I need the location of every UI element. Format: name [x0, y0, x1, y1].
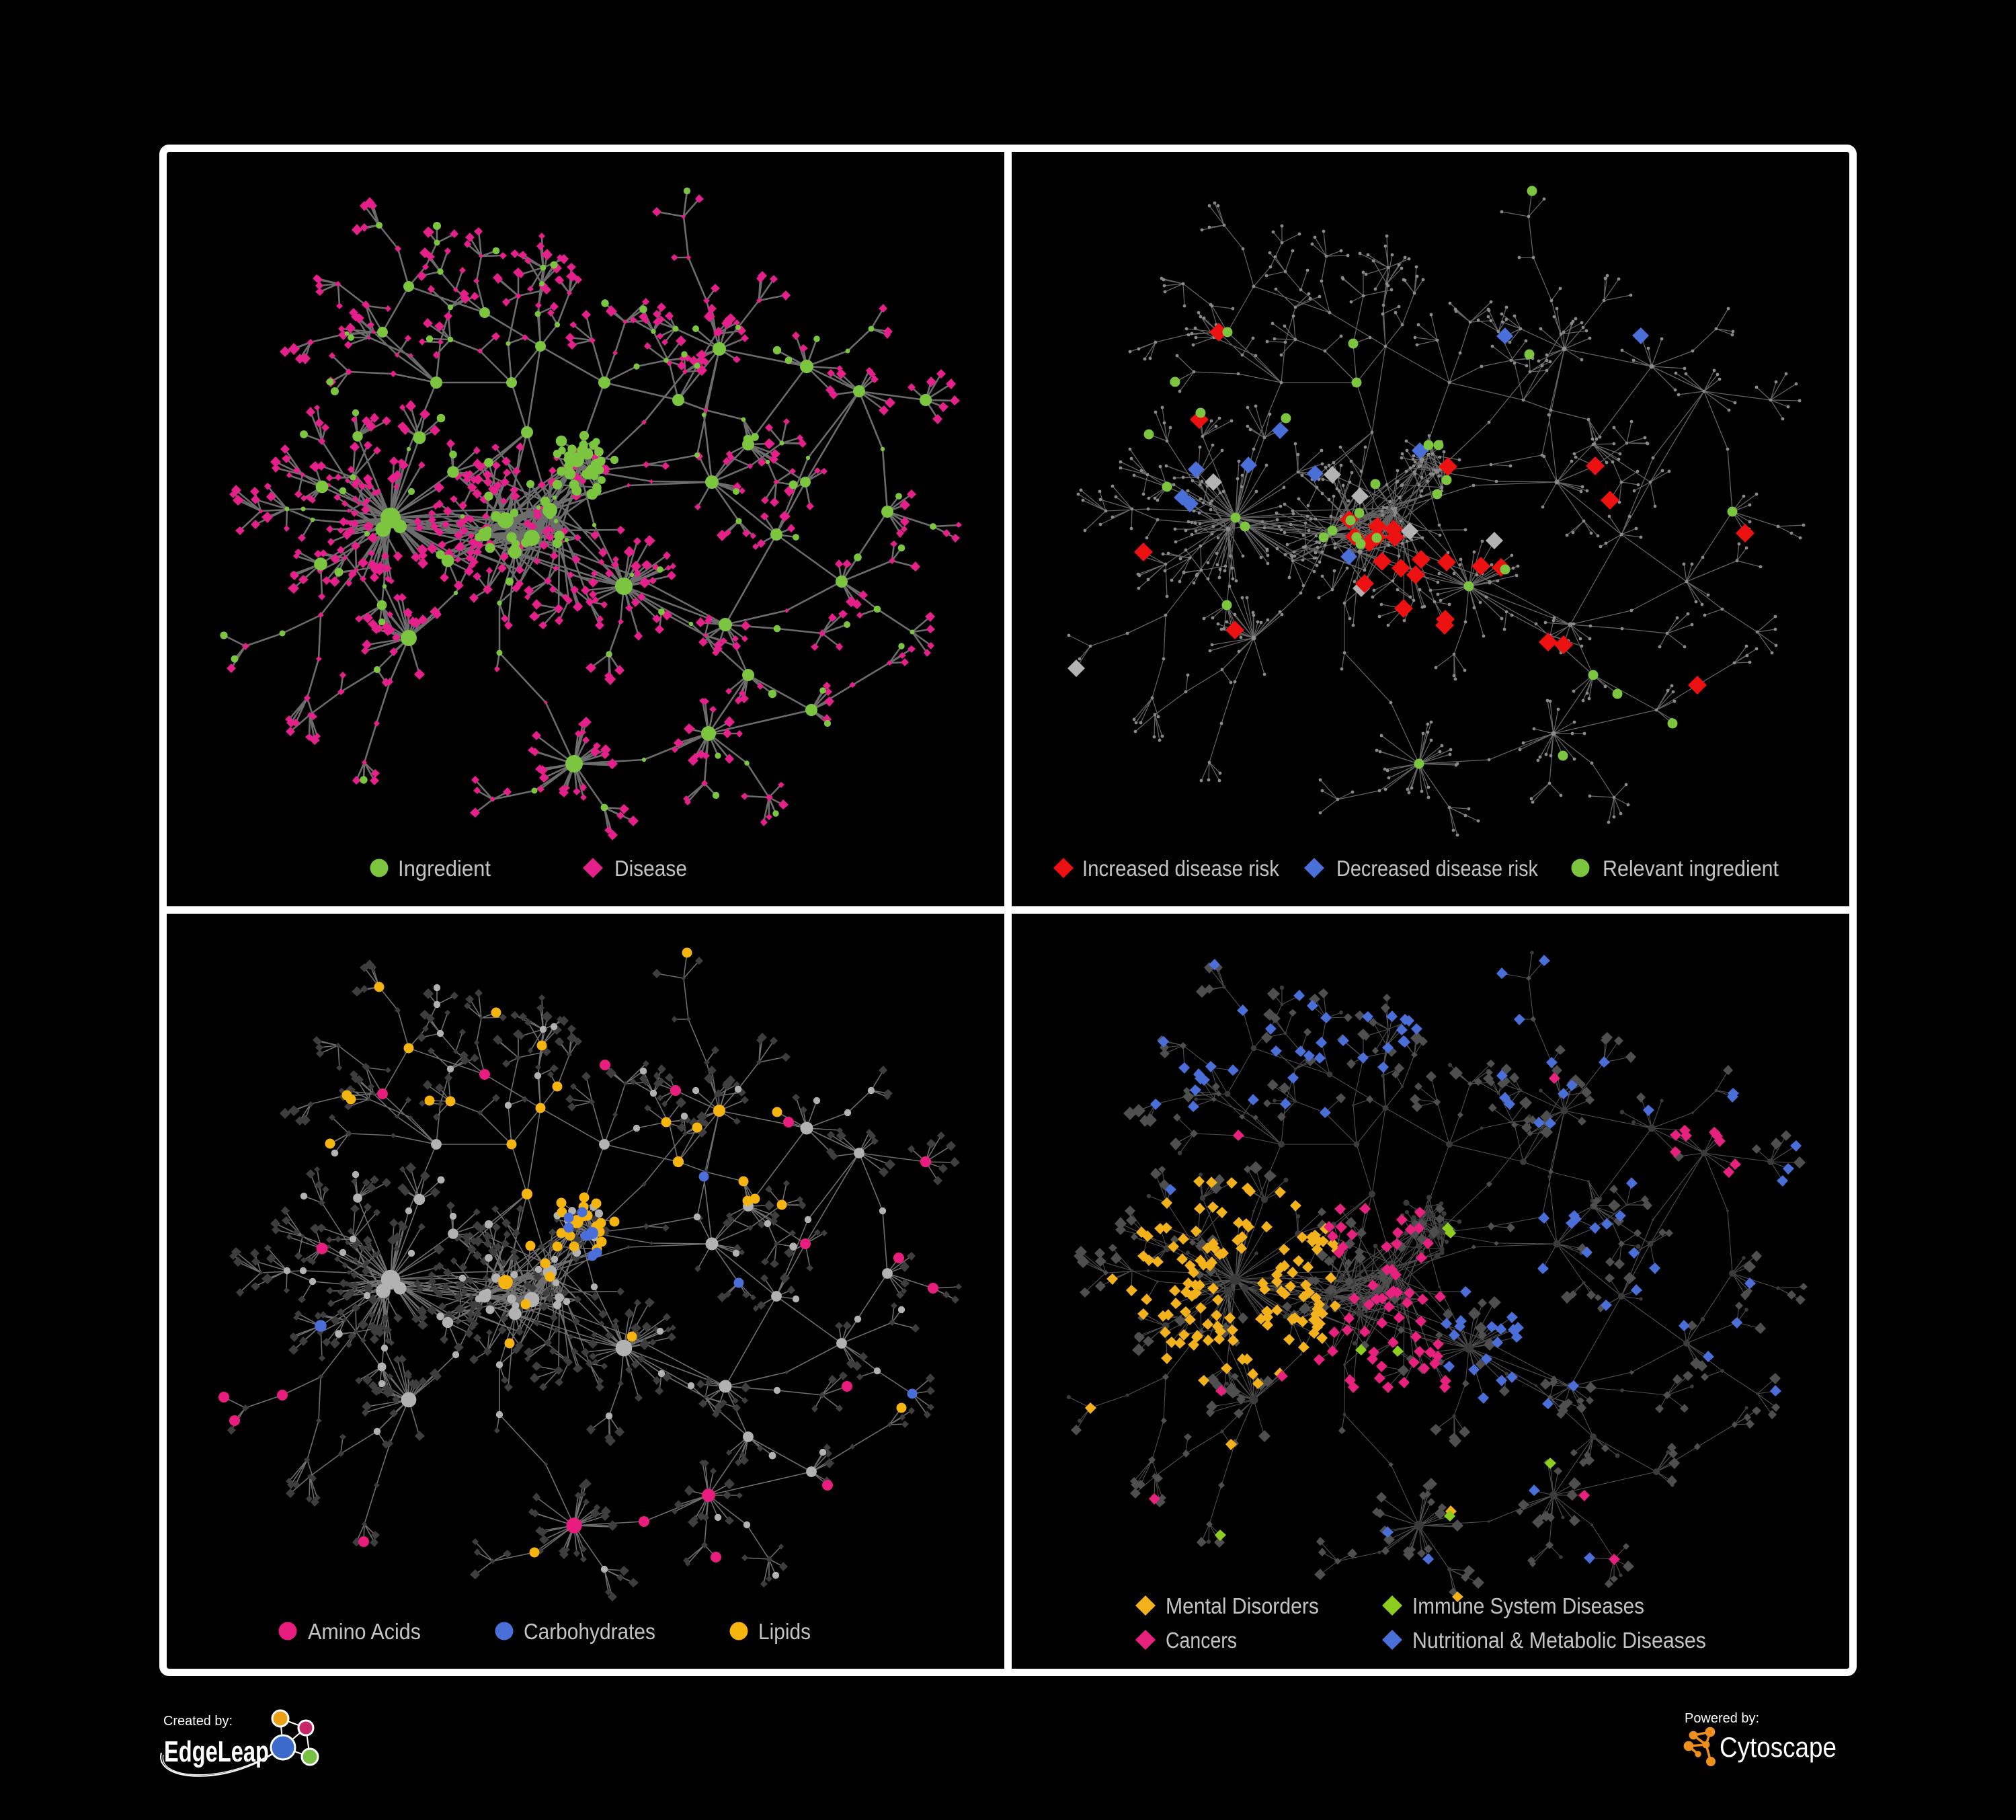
svg-text:Ingredient: Ingredient: [398, 856, 491, 881]
svg-text:Amino Acids: Amino Acids: [308, 1619, 421, 1644]
svg-text:Increased disease risk: Increased disease risk: [1082, 856, 1279, 881]
svg-text:Powered by:: Powered by:: [1685, 1711, 1759, 1726]
svg-text:Immune System Diseases: Immune System Diseases: [1412, 1593, 1644, 1618]
svg-text:Carbohydrates: Carbohydrates: [524, 1619, 655, 1644]
svg-text:Decreased disease risk: Decreased disease risk: [1336, 856, 1538, 881]
svg-text:EdgeLeap: EdgeLeap: [164, 1735, 269, 1768]
svg-text:Cytoscape: Cytoscape: [1720, 1731, 1837, 1763]
svg-text:Lipids: Lipids: [758, 1619, 811, 1644]
svg-text:Created by:: Created by:: [163, 1714, 233, 1729]
svg-text:Nutritional & Metabolic Diseas: Nutritional & Metabolic Diseases: [1412, 1628, 1706, 1653]
svg-text:Cancers: Cancers: [1166, 1628, 1237, 1653]
svg-text:Mental Disorders: Mental Disorders: [1166, 1593, 1319, 1618]
svg-text:Disease: Disease: [614, 856, 687, 881]
svg-text:Relevant ingredient: Relevant ingredient: [1603, 856, 1779, 881]
